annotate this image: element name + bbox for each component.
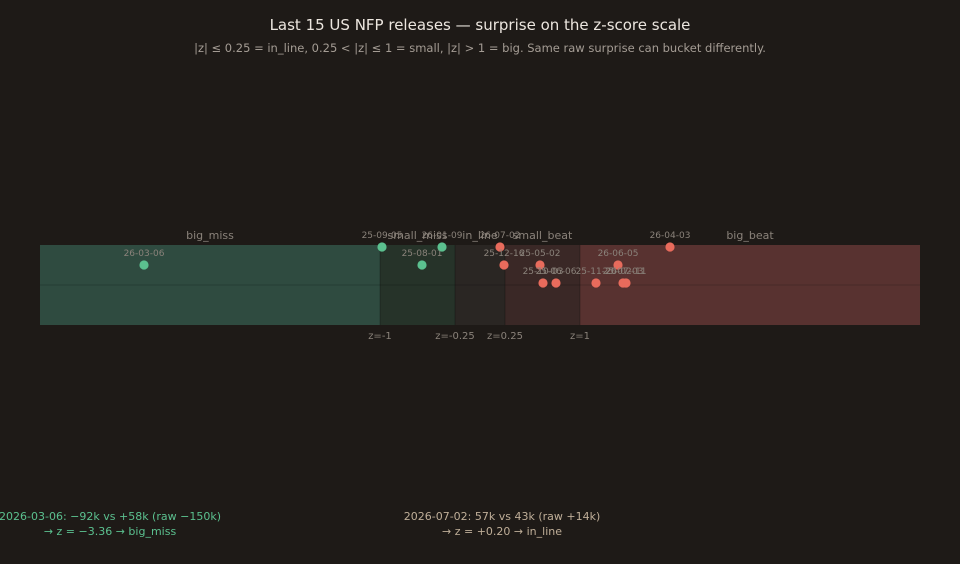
data-point: [551, 278, 561, 288]
data-point: [437, 242, 447, 252]
data-point: [613, 260, 623, 270]
data-point: [499, 260, 509, 270]
point-label: 25-07-03: [603, 267, 644, 277]
bucket-label-big_miss: big_miss: [186, 229, 234, 242]
bucket-label-big_beat: big_beat: [726, 229, 774, 242]
annotation-line2: → z = +0.20 → in_line: [442, 525, 562, 538]
annotation-line2: → z = −3.36 → big_miss: [44, 525, 177, 538]
release-points: 26-03-06 25-09-05 25-08-01 26-01-09 26-07-02…: [124, 231, 691, 288]
data-point: [377, 242, 387, 252]
data-point: [417, 260, 427, 270]
annotations: 2026-03-06: −92k vs +58k (raw −150k) → z …: [0, 510, 600, 538]
data-point: [538, 278, 548, 288]
chart-title: Last 15 US NFP releases — surprise on th…: [270, 16, 691, 34]
point-label: 26-06-05: [598, 249, 639, 259]
point-label: 25-08-01: [402, 249, 443, 259]
point-label: 25-09-05: [362, 231, 403, 241]
data-point: [535, 260, 545, 270]
data-point: [665, 242, 675, 252]
data-point: [495, 242, 505, 252]
bucket-band-big_miss: [40, 245, 380, 325]
point-label: 25-06-06: [536, 267, 577, 277]
bucket-labels: big_miss small_miss in_line small_beat big_b…: [186, 229, 774, 242]
point-label: 25-11-20: [576, 267, 617, 277]
data-point: [591, 278, 601, 288]
bucket-label-in_line: in_line: [462, 229, 498, 242]
data-point: [621, 278, 631, 288]
point-label: 26-01-09: [422, 231, 463, 241]
point-label: 26-07-02: [480, 231, 521, 241]
bucket-label-small_beat: small_beat: [513, 229, 573, 242]
tick-label: z=0.25: [487, 331, 523, 342]
bucket-bands: [40, 245, 920, 325]
point-label: 26-04-03: [650, 231, 691, 241]
tick-label: z=1: [570, 331, 590, 342]
bucket-band-big_beat: [580, 245, 920, 325]
point-label: 25-10-03: [523, 267, 564, 277]
point-label: 25-05-02: [520, 249, 561, 259]
point-label: 26-03-06: [124, 249, 165, 259]
tick-label: z=-1: [368, 331, 392, 342]
annotation-line1: 2026-07-02: 57k vs 43k (raw +14k): [404, 510, 601, 523]
bucket-band-in_line: [455, 245, 505, 325]
tick-label: z=-0.25: [435, 331, 475, 342]
data-point: [139, 260, 149, 270]
point-label: 25-12-16: [484, 249, 525, 259]
bucket-label-small_miss: small_miss: [387, 229, 447, 242]
annotation-line1: 2026-03-06: −92k vs +58k (raw −150k): [0, 510, 221, 523]
x-ticks: z=-1 z=-0.25 z=0.25 z=1: [368, 245, 590, 342]
point-label: 26-02-11: [606, 267, 647, 277]
chart-subtitle: |z| ≤ 0.25 = in_line, 0.25 < |z| ≤ 1 = s…: [194, 41, 766, 55]
bucket-band-small_miss: [380, 245, 455, 325]
